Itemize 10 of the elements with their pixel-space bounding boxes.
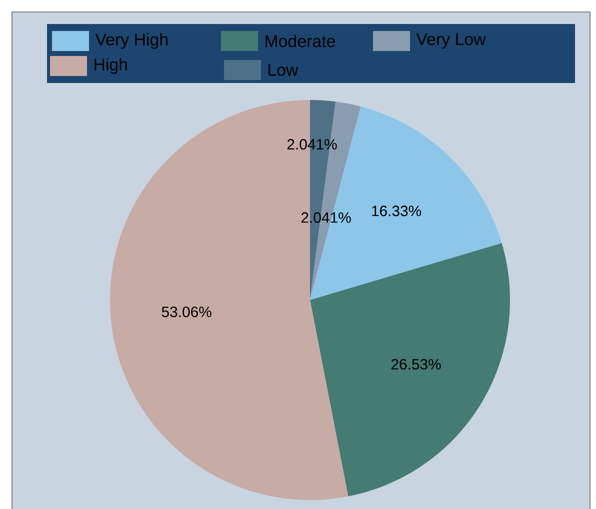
legend-label: High bbox=[94, 58, 127, 74]
legend-label: Moderate bbox=[266, 34, 335, 48]
data-label: 2.041% bbox=[287, 139, 337, 150]
legend-label: Very Low bbox=[416, 33, 486, 49]
data-label: 53.06% bbox=[162, 306, 212, 318]
legend-label: Very High bbox=[95, 33, 168, 49]
data-label: 26.53% bbox=[391, 358, 441, 370]
data-label: 2.041% bbox=[301, 212, 351, 223]
legend-label: Low bbox=[268, 64, 298, 76]
data-label: 16.33% bbox=[372, 206, 422, 216]
